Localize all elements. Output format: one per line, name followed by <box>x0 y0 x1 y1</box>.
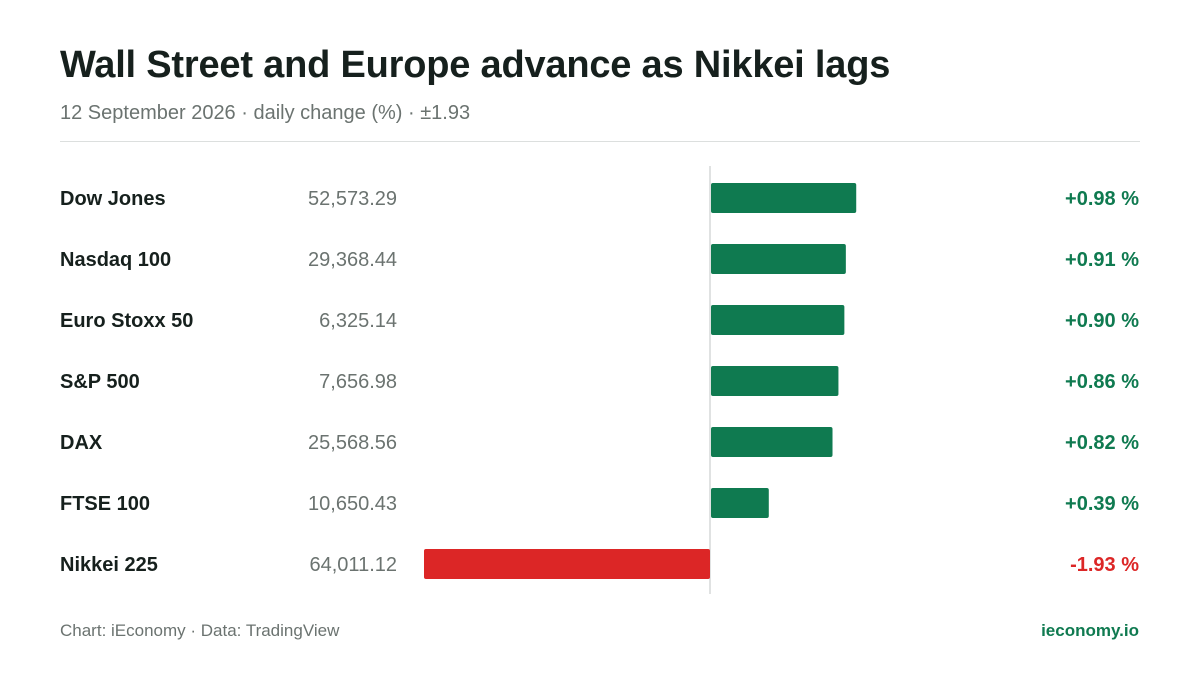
chart-subtitle: 12 September 2026 · daily change (%) · ±… <box>60 102 471 124</box>
category-label: Nikkei 225 <box>60 554 158 576</box>
category-label: S&P 500 <box>60 371 140 393</box>
index-level-label: 52,573.29 <box>308 188 397 210</box>
bar-1 <box>711 244 846 274</box>
index-level-label: 64,011.12 <box>310 554 398 576</box>
category-label: FTSE 100 <box>60 493 150 515</box>
value-label: -1.93 % <box>1070 554 1139 576</box>
bar-2 <box>711 305 845 335</box>
index-level-label: 10,650.43 <box>308 493 397 515</box>
bar-6 <box>424 549 710 579</box>
value-label: +0.39 % <box>1065 493 1139 515</box>
brand-link[interactable]: ieconomy.io <box>1041 621 1139 640</box>
value-label: +0.90 % <box>1065 310 1139 332</box>
index-level-label: 6,325.14 <box>319 310 397 332</box>
category-label: DAX <box>60 432 103 454</box>
chart-title: Wall Street and Europe advance as Nikkei… <box>60 44 891 86</box>
index-level-label: 25,568.56 <box>308 432 397 454</box>
value-label: +0.98 % <box>1065 188 1139 210</box>
value-label: +0.86 % <box>1065 371 1139 393</box>
header-divider <box>60 141 1140 142</box>
category-label: Nasdaq 100 <box>60 249 171 271</box>
source-credit: Chart: iEconomy · Data: TradingView <box>60 621 340 640</box>
category-label: Dow Jones <box>60 188 166 210</box>
bar-0 <box>711 183 857 213</box>
bar-5 <box>711 488 769 518</box>
bar-4 <box>711 427 833 457</box>
bar-3 <box>711 366 839 396</box>
index-level-label: 7,656.98 <box>319 371 397 393</box>
index-level-label: 29,368.44 <box>308 249 397 271</box>
value-label: +0.91 % <box>1065 249 1139 271</box>
category-label: Euro Stoxx 50 <box>60 310 193 332</box>
value-label: +0.82 % <box>1065 432 1139 454</box>
